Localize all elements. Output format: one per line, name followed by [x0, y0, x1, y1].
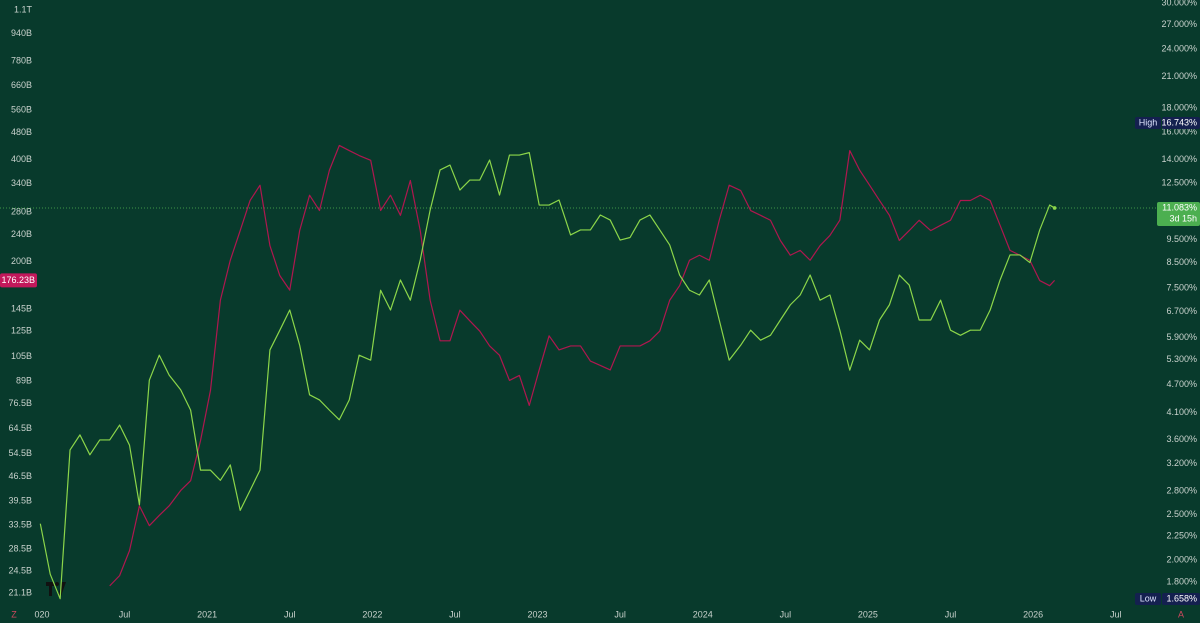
high-title: High [1139, 117, 1158, 127]
y2-tick-label: 2.800% [1166, 485, 1197, 495]
y2-tick-label: 18.000% [1161, 103, 1197, 113]
x-tick-label: Jul [449, 609, 461, 619]
scale-button[interactable]: Z [11, 609, 17, 619]
y-tick-label: 39.5B [8, 495, 32, 505]
y-tick-label: 145B [11, 304, 32, 314]
x-tick-label: 2021 [197, 609, 217, 619]
y2-tick-label: 1.800% [1166, 576, 1197, 586]
y2-tick-label: 3.200% [1166, 458, 1197, 468]
y-tick-label: 560B [11, 104, 32, 114]
y-tick-label: 660B [11, 80, 32, 90]
y-tick-label: 400B [11, 154, 32, 164]
y-tick-label: 125B [11, 325, 32, 335]
y-tick-label: 33.5B [8, 520, 32, 530]
x-tick-label: 2024 [693, 609, 713, 619]
y-tick-label: 21.1B [8, 588, 32, 598]
low-title: Low [1140, 593, 1157, 603]
high-value: 16.743% [1161, 117, 1197, 127]
y2-tick-label: 2.250% [1166, 530, 1197, 540]
y2-tick-label: 3.600% [1166, 434, 1197, 444]
y-tick-label: 480B [11, 127, 32, 137]
y2-tick-label: 14.000% [1161, 154, 1197, 164]
x-tick-label: 2022 [362, 609, 382, 619]
y2-tick-label: 8.500% [1166, 257, 1197, 267]
x-tick-label: Jul [614, 609, 626, 619]
y-tick-label: 1.1T [14, 5, 33, 15]
y-tick-label: 24.5B [8, 566, 32, 576]
last-point [1052, 206, 1057, 210]
y-tick-label: 76.5B [8, 398, 32, 408]
y2-tick-label: 2.000% [1166, 555, 1197, 565]
y-tick-label: 280B [11, 206, 32, 216]
y-tick-label: 54.5B [8, 448, 32, 458]
price-badge [1157, 201, 1200, 226]
x-tick-label: 2025 [858, 609, 878, 619]
low-value: 1.658% [1166, 593, 1197, 603]
low-value-badge [1162, 592, 1200, 605]
y-tick-label: 340B [11, 178, 32, 188]
high-title-badge [1135, 117, 1161, 130]
y-tick-label: 64.5B [8, 423, 32, 433]
x-tick-label: 020 [34, 609, 49, 619]
price-badge [0, 273, 37, 288]
x-tick-label: 2026 [1023, 609, 1043, 619]
x-tick-label: Jul [945, 609, 957, 619]
x-tick-label: Jul [1110, 609, 1122, 619]
y-tick-label: 46.5B [8, 471, 32, 481]
series-line [109, 144, 1056, 587]
y2-tick-label: 5.300% [1166, 354, 1197, 364]
scale-button[interactable]: A [1178, 609, 1184, 619]
y-tick-label: 240B [11, 229, 32, 239]
low-title-badge [1135, 592, 1161, 605]
y2-tick-label: 6.700% [1166, 306, 1197, 316]
y2-tick-label: 21.000% [1161, 71, 1197, 81]
y2-tick-label: 4.700% [1166, 379, 1197, 389]
y-tick-label: 89B [16, 376, 32, 386]
y2-tick-label: 7.500% [1166, 283, 1197, 293]
x-tick-label: 2023 [528, 609, 548, 619]
y2-tick-label: 4.100% [1166, 407, 1197, 417]
countdown-label: 3d 15h [1169, 213, 1197, 223]
y2-tick-label: 30.000% [1161, 0, 1197, 7]
high-value-badge [1162, 117, 1200, 130]
series-line [39, 152, 1055, 600]
y2-tick-label: 12.500% [1161, 178, 1197, 188]
price-badge-label: 11.083% [1162, 202, 1197, 212]
price-badge-label: 176.23B [1, 275, 35, 285]
y2-tick-label: 2.500% [1166, 509, 1197, 519]
y2-tick-label: 24.000% [1161, 43, 1197, 53]
y2-tick-label: 5.900% [1166, 332, 1197, 342]
y-tick-label: 780B [11, 55, 32, 65]
y-tick-label: 28.5B [8, 543, 32, 553]
y-tick-label: 940B [11, 28, 32, 38]
y2-tick-label: 27.000% [1161, 19, 1197, 29]
y2-tick-label: 16.000% [1161, 127, 1197, 137]
x-tick-label: Jul [780, 609, 792, 619]
x-tick-label: Jul [119, 609, 131, 619]
x-tick-label: Jul [284, 609, 296, 619]
y2-tick-label: 9.500% [1166, 234, 1197, 244]
y-tick-label: 105B [11, 351, 32, 361]
y-tick-label: 200B [11, 256, 32, 266]
